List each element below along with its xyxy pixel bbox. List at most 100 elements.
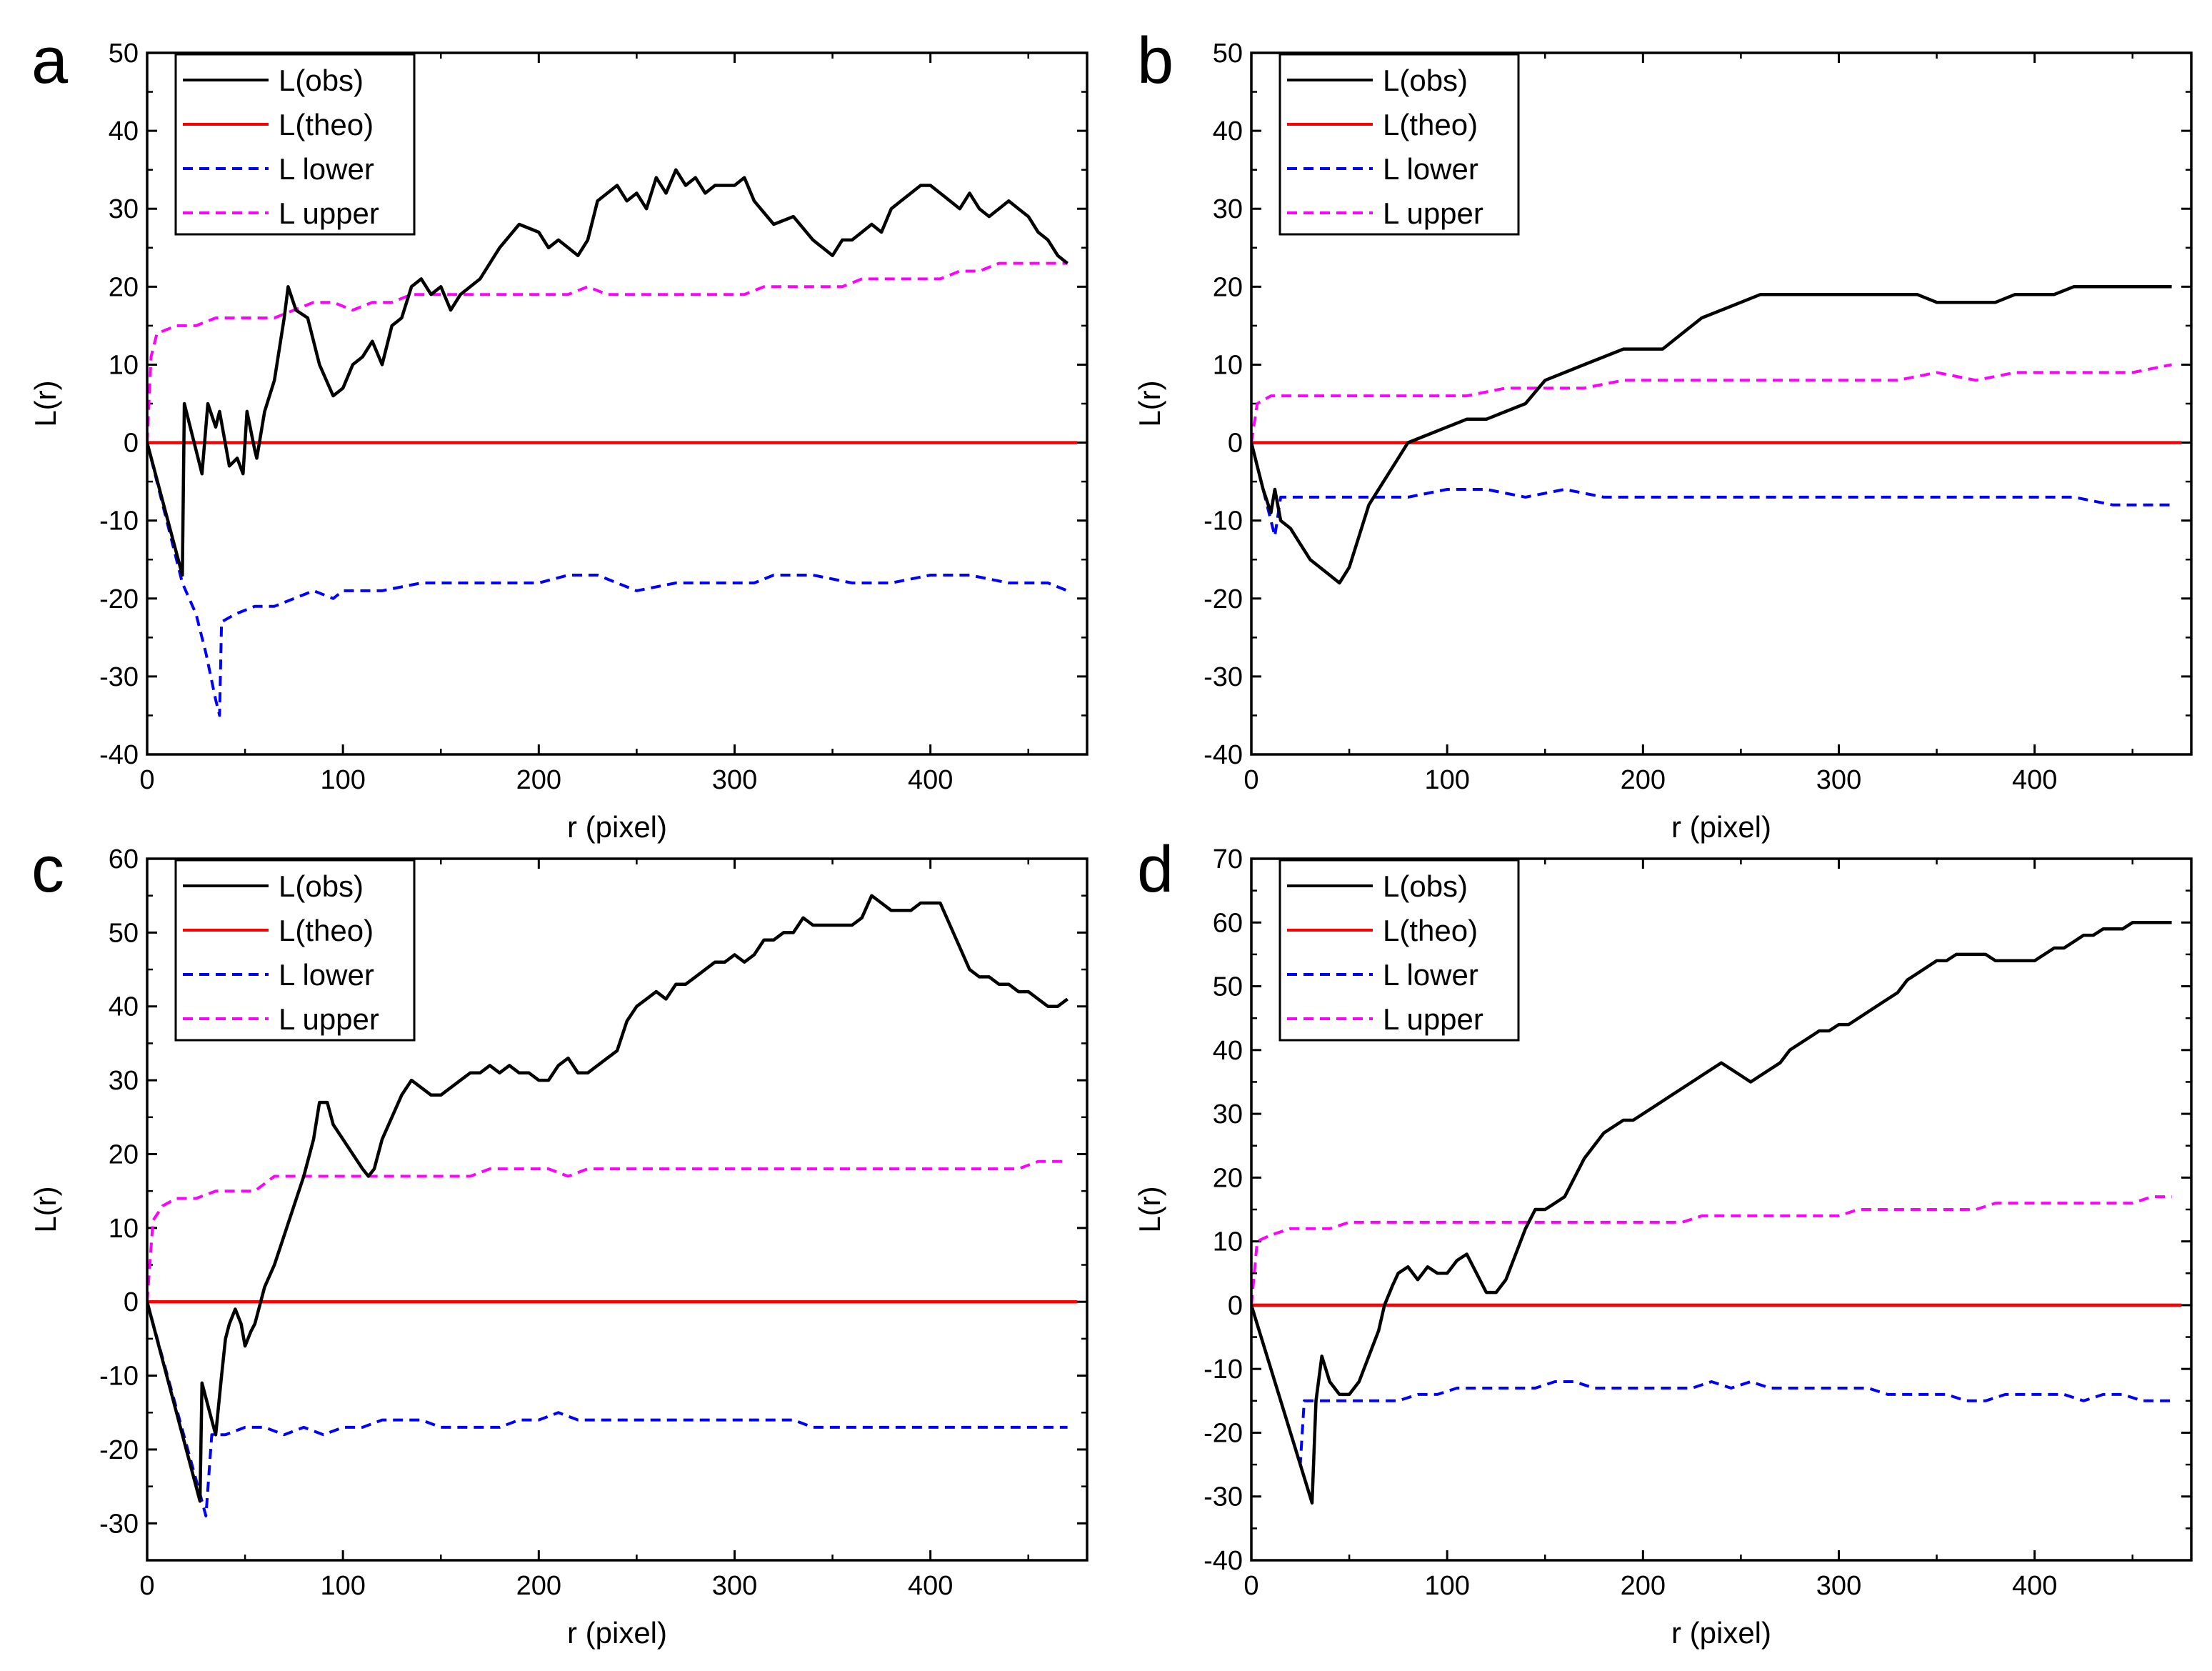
x-axis: 0 100 200 300 400 [1243,53,2133,795]
plot-frame [146,857,1089,1562]
x-tick-label: 300 [712,765,757,795]
series-layer [1251,921,2182,1505]
y-tick-label: -30 [99,662,139,692]
y-tick-label: -40 [1203,1546,1243,1576]
series-line-l-obs [147,168,1069,577]
x-axis-title: r (pixel) [567,1616,667,1650]
y-tick-label: -20 [99,584,139,614]
y-axis-title: L(r) [29,1186,62,1232]
x-tick-label: 200 [1621,765,1666,795]
x-tick-label: 0 [139,765,154,795]
legend-label: L upper [279,196,379,230]
x-axis-title: r (pixel) [1671,1616,1771,1650]
legend-label: L lower [1383,958,1478,992]
x-tick-label: 200 [1621,1571,1666,1601]
x-tick-label: 100 [1424,765,1469,795]
y-tick-label: 40 [109,116,139,146]
legend-label: L upper [1383,196,1483,230]
series-line-l-obs [1251,921,2172,1505]
y-tick-label: 10 [1213,1227,1243,1257]
x-axis: 0 100 200 300 400 [139,53,1029,795]
legend-box [174,859,416,1042]
y-tick-label: 50 [109,918,139,948]
x-tick-label: 300 [1816,765,1861,795]
y-tick-label: 40 [109,992,139,1022]
legend: L(obs) L(theo) L lower L upper [174,53,416,236]
plot-frame [1250,857,2193,1562]
y-tick-label: -10 [99,1362,139,1392]
x-tick-label: 100 [320,1571,365,1601]
y-tick-label: 10 [109,1214,139,1244]
y-tick-label: -10 [1203,1355,1243,1385]
y-tick-label: 10 [109,350,139,380]
y-tick-label: 60 [1213,908,1243,938]
y-tick-label: 30 [109,1066,139,1096]
x-tick-label: 0 [139,1571,154,1601]
series-line-l-obs [1251,285,2172,585]
x-tick-label: 300 [712,1571,757,1601]
x-tick-label: 400 [908,1571,953,1601]
x-tick-label: 100 [1424,1571,1469,1601]
y-tick-label: 30 [1213,1099,1243,1129]
x-axis: 0 100 200 300 400 [139,859,1029,1601]
series-line-l-upper [147,261,1068,443]
legend-label: L(theo) [279,914,374,947]
y-tick-label: -30 [99,1509,139,1539]
x-tick-label: 400 [2012,1571,2057,1601]
legend: L(obs) L(theo) L lower L upper [1278,859,1520,1042]
x-tick-label: 100 [320,765,365,795]
y-tick-label: -30 [1203,662,1243,692]
legend-box [1278,859,1520,1042]
panel-letter: a [31,24,69,97]
chart-panel-a: a 0 100 200 300 400 -40 -30 -20 -10 0 10 20 30 40 50 r (… [29,24,1089,844]
series-layer [147,894,1078,1517]
y-tick-label: 0 [1228,429,1243,459]
y-tick-label: 60 [109,844,139,874]
y-tick-label: 40 [1213,116,1243,146]
y-tick-label: 0 [1228,1291,1243,1321]
y-tick-label: 30 [1213,194,1243,224]
plot-frame [146,51,1089,756]
y-tick-label: -20 [1203,584,1243,614]
y-tick-label: 30 [109,194,139,224]
legend-box [1278,53,1520,236]
series-line-l-lower [1251,442,2172,538]
series-line-l-lower [1251,1305,2172,1467]
y-axis-title: L(r) [1133,1186,1166,1232]
legend-label: L(theo) [279,108,374,141]
x-tick-label: 200 [516,1571,561,1601]
y-tick-label: 20 [1213,1163,1243,1193]
legend-label: L(theo) [1383,108,1478,141]
y-tick-label: 50 [1213,972,1243,1002]
x-axis-title: r (pixel) [1671,810,1771,844]
y-tick-label: 50 [1213,39,1243,69]
legend-label: L(obs) [279,64,364,97]
series-line-l-lower [147,1301,1068,1517]
y-tick-label: -30 [1203,1482,1243,1512]
series-line-l-upper [1251,363,2172,443]
x-tick-label: 400 [908,765,953,795]
series-layer [147,168,1078,717]
y-axis-title: L(r) [1133,380,1166,427]
legend-box [174,53,416,236]
y-tick-label: 0 [124,429,139,459]
legend-label: L lower [279,152,374,186]
y-tick-label: -20 [1203,1418,1243,1448]
x-tick-label: 400 [2012,765,2057,795]
x-axis-title: r (pixel) [567,810,667,844]
series-line-l-upper [147,1159,1068,1302]
legend: L(obs) L(theo) L lower L upper [1278,53,1520,236]
chart-panel-b: b 0 100 200 300 400 -40 -30 -20 -10 0 10 20 30 40 50 r (… [1133,24,2193,844]
y-axis: -30 -20 -10 0 10 20 30 40 50 60 [99,844,1087,1539]
legend-label: L lower [1383,152,1478,186]
y-tick-label: 70 [1213,844,1243,874]
chart-panel-c: c 0 100 200 300 400 -30 -20 -10 0 10 20 30 40 50 60 r (p… [29,833,1089,1650]
legend: L(obs) L(theo) L lower L upper [174,859,416,1042]
y-tick-label: -20 [99,1435,139,1465]
y-tick-label: 20 [109,272,139,302]
legend-label: L(obs) [279,869,364,903]
legend-label: L(obs) [1383,869,1468,903]
y-axis: -40 -30 -20 -10 0 10 20 30 40 50 [1203,39,2191,770]
chart-panel-d: d 0 100 200 300 400 -40 -30 -20 -10 0 10 20 30 40 50 60 7… [1133,833,2193,1650]
